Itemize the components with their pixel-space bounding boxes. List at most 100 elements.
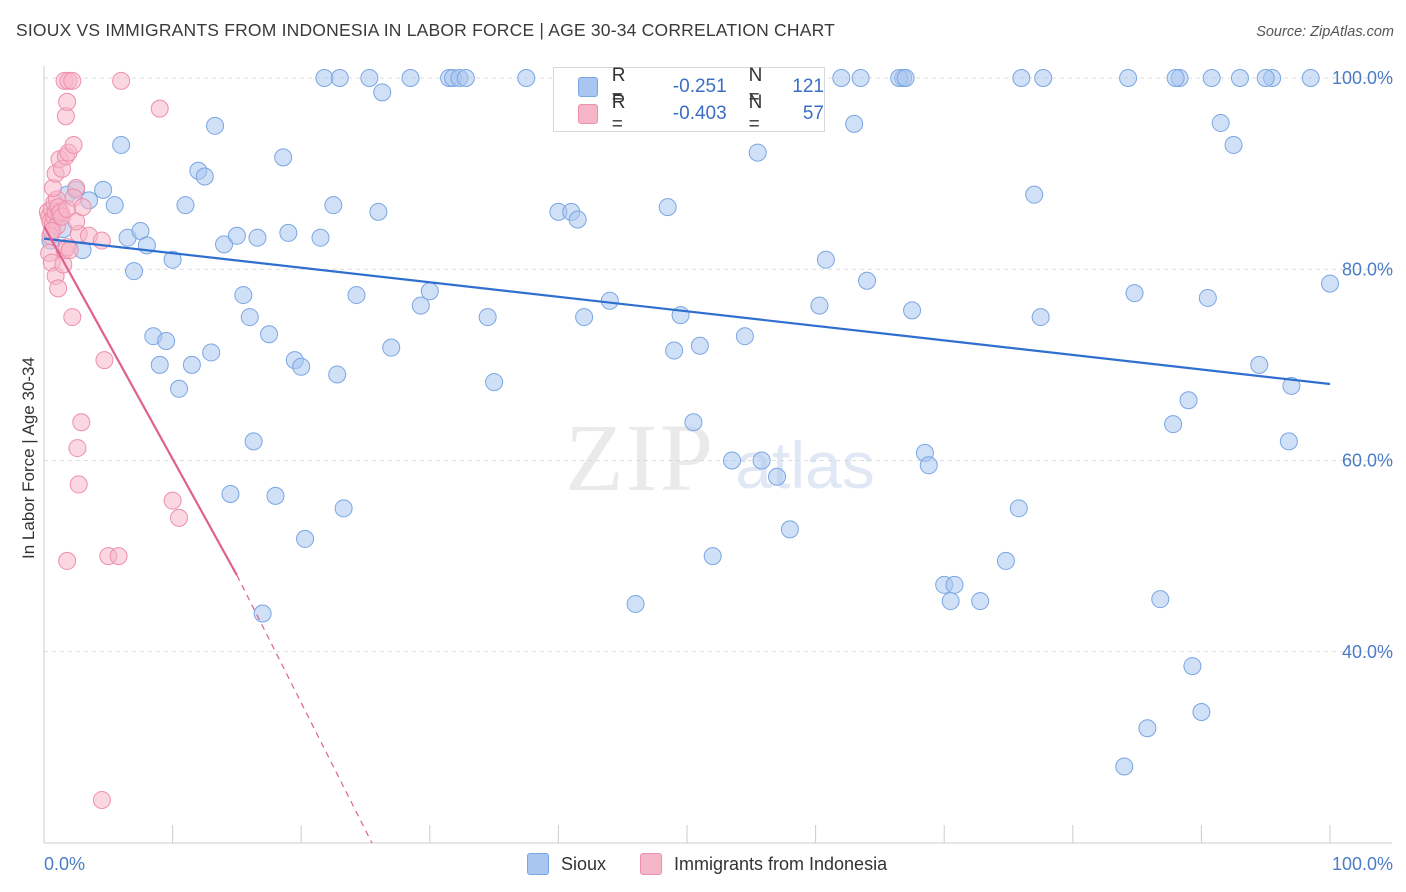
sioux-point: [330, 69, 349, 87]
watermark: ZIP atlas: [565, 404, 875, 511]
sioux-point: [1301, 69, 1320, 87]
indonesia-trend-extension: [236, 574, 373, 844]
sioux-point: [971, 592, 990, 611]
sioux-point: [279, 223, 298, 242]
tick-labels: 100.0% 80.0% 60.0% 40.0% 0.0% 100.0%: [44, 68, 1393, 874]
sioux-legend-swatch: [527, 853, 549, 875]
sioux-point: [1125, 284, 1144, 303]
sioux-point: [575, 308, 594, 327]
sioux-point: [296, 529, 315, 548]
sioux-point: [1250, 355, 1269, 374]
sioux-point: [1031, 308, 1050, 327]
sioux-point: [292, 357, 311, 376]
n-label: N =: [748, 92, 763, 135]
sioux-point: [517, 69, 536, 87]
n-value: 57: [802, 103, 824, 124]
sioux-point: [1119, 69, 1138, 87]
r-label: R =: [611, 92, 626, 135]
sioux-point: [1179, 391, 1198, 410]
sioux-point: [176, 196, 195, 215]
sioux-point: [240, 308, 259, 327]
legend-label-sioux: Sioux: [561, 853, 607, 874]
sioux-point: [845, 114, 864, 133]
source-label: Source: ZipAtlas.com: [1256, 24, 1394, 40]
sioux-swatch: [578, 77, 598, 97]
sioux-point: [919, 456, 938, 475]
sioux-point: [202, 343, 221, 362]
indonesia-point: [95, 351, 114, 370]
stats-legend: R = -0.251 N = 121 R = -0.403 N = 57: [553, 65, 825, 135]
sioux-point: [896, 69, 915, 87]
indonesia-point: [170, 508, 189, 527]
sioux-point: [1151, 590, 1170, 609]
sioux-point: [369, 202, 388, 221]
sioux-point: [170, 379, 189, 398]
x-tick-label: 100.0%: [1332, 854, 1393, 874]
indonesia-point: [69, 475, 88, 494]
indonesia-point: [58, 92, 77, 111]
sioux-point: [105, 196, 124, 215]
indonesia-point: [72, 413, 91, 432]
sioux-point: [260, 325, 279, 344]
indonesia-point: [73, 198, 92, 217]
indonesia-point: [64, 135, 83, 154]
sioux-point: [626, 594, 645, 613]
sioux-point: [456, 69, 475, 87]
r-value: -0.403: [672, 103, 727, 124]
legend-label-indonesia: Immigrants from Indonesia: [674, 853, 888, 874]
sioux-point: [215, 235, 234, 254]
sioux-point: [274, 148, 293, 167]
sioux-point: [182, 355, 201, 374]
y-axis-label: In Labor Force | Age 30-34: [19, 357, 38, 559]
n-label: N =: [748, 65, 763, 108]
sioux-point: [1224, 135, 1243, 154]
sioux-point: [478, 308, 497, 327]
sioux-trend-line: [43, 237, 1331, 386]
indonesia-swatch: [578, 104, 598, 124]
sioux-point: [382, 338, 401, 357]
n-value: 121: [792, 76, 824, 97]
chart-title: SIOUX VS IMMIGRANTS FROM INDONESIA IN LA…: [16, 20, 836, 40]
legend-item-indonesia[interactable]: Immigrants from Indonesia: [640, 853, 887, 875]
indonesia-point: [58, 551, 77, 570]
indonesia-point: [150, 99, 169, 118]
sioux-point: [360, 69, 379, 87]
sioux-point: [996, 551, 1015, 570]
sioux-point: [150, 355, 169, 374]
indonesia-point: [63, 71, 82, 90]
sioux-point: [1282, 376, 1301, 395]
indonesia-legend-swatch: [640, 853, 662, 875]
sioux-point: [810, 296, 829, 315]
sioux-point: [411, 296, 430, 315]
sioux-point: [780, 520, 799, 539]
sioux-point: [221, 484, 240, 503]
sioux-point: [684, 413, 703, 432]
sioux-point: [1198, 288, 1217, 307]
sioux-point: [1192, 702, 1211, 721]
y-tick-label: 40.0%: [1342, 642, 1393, 662]
sioux-point: [768, 467, 787, 486]
sioux-point: [703, 547, 722, 566]
y-tick-label: 80.0%: [1342, 259, 1393, 279]
sioux-point: [1166, 69, 1185, 87]
sioux-point: [206, 116, 225, 135]
indonesia-point: [92, 790, 111, 809]
sioux-point: [1183, 657, 1202, 676]
sioux-point: [903, 301, 922, 320]
sioux-point: [347, 286, 366, 305]
sioux-point: [1025, 185, 1044, 204]
indonesia-point: [63, 308, 82, 327]
sioux-point: [311, 228, 330, 247]
legend-item-sioux[interactable]: Sioux: [527, 853, 606, 875]
indonesia-point: [60, 241, 79, 260]
sioux-point: [690, 336, 709, 355]
sioux-point: [248, 228, 267, 247]
sioux-point: [94, 180, 113, 199]
sioux-point: [328, 365, 347, 384]
sioux-point: [244, 432, 263, 451]
legend-row-indonesia: R = -0.403 N = 57: [578, 92, 824, 135]
sioux-points: [41, 69, 1339, 776]
sioux-point: [1012, 69, 1031, 87]
sioux-point: [832, 69, 851, 87]
